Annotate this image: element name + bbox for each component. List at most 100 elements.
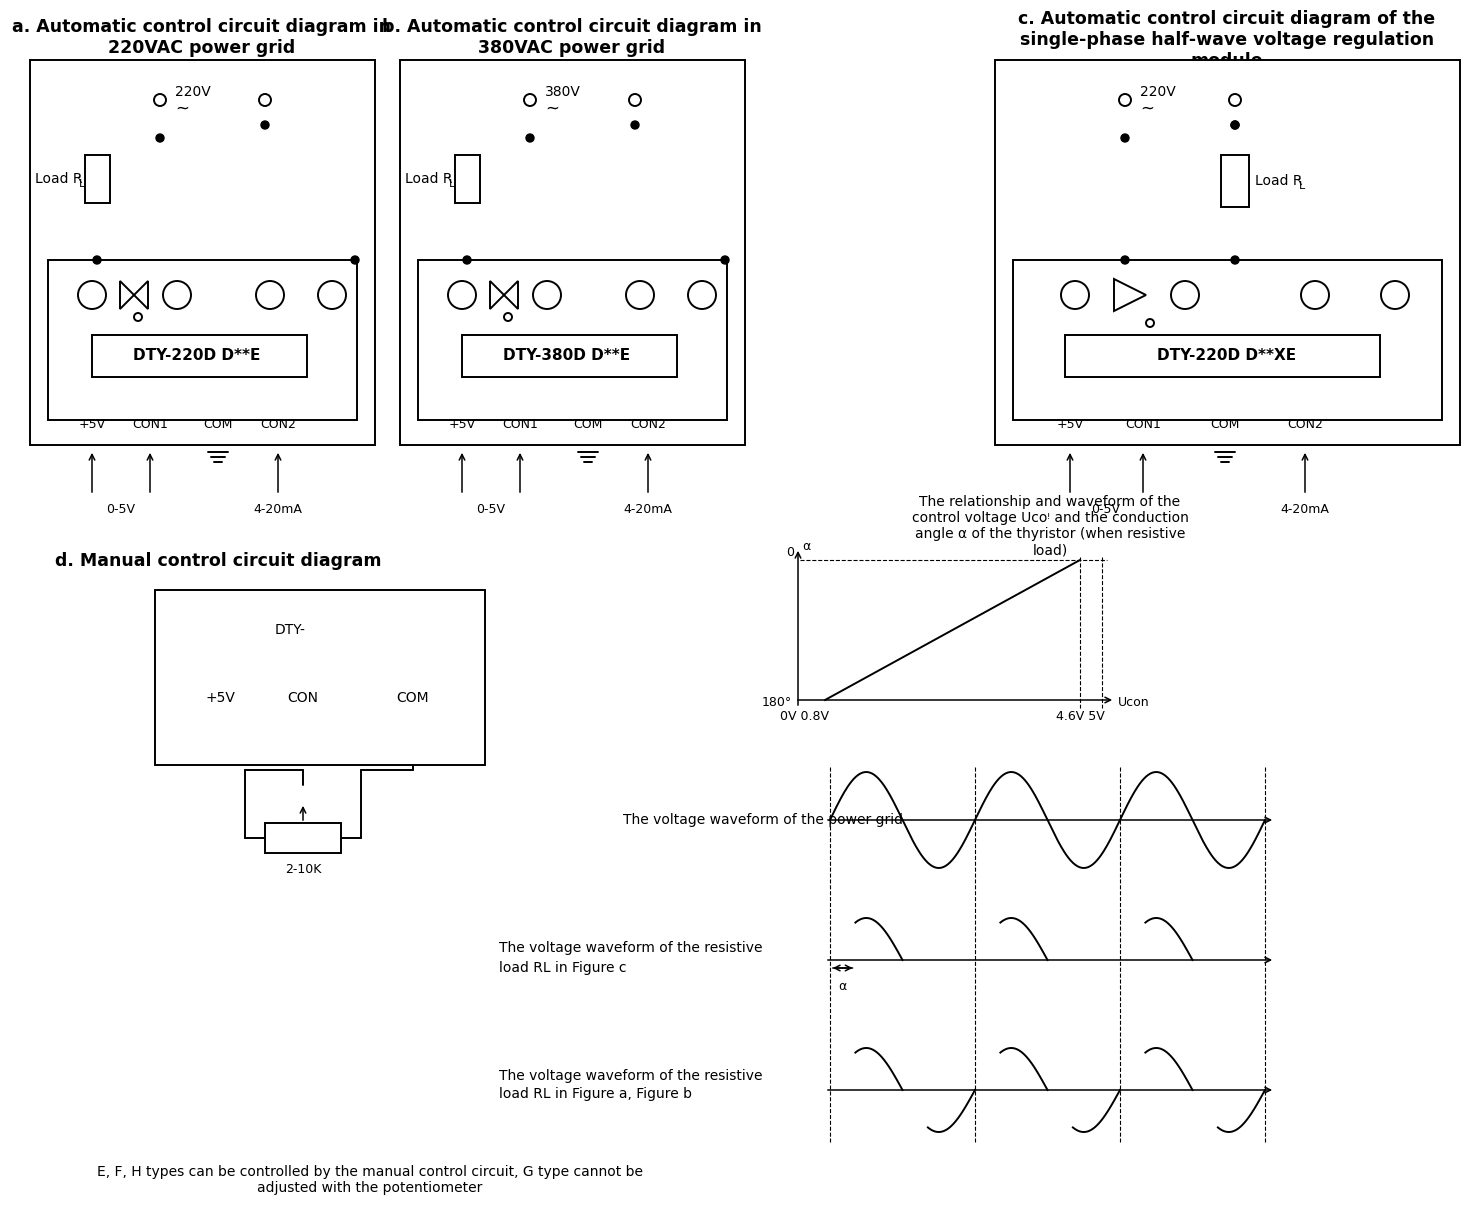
Circle shape [533, 280, 561, 310]
Circle shape [1060, 280, 1089, 310]
Bar [455, 155, 480, 203]
Circle shape [154, 94, 165, 106]
Circle shape [1230, 121, 1239, 129]
Text: CON2: CON2 [1286, 418, 1323, 432]
Circle shape [1229, 94, 1241, 106]
Text: 0-5V: 0-5V [1092, 503, 1121, 516]
Text: 0: 0 [786, 545, 795, 559]
Circle shape [1230, 256, 1239, 264]
Text: L: L [78, 179, 86, 189]
Circle shape [721, 256, 730, 264]
Circle shape [1146, 319, 1154, 326]
Text: 4.6V 5V: 4.6V 5V [1056, 710, 1105, 723]
Circle shape [1301, 280, 1329, 310]
Text: 220V: 220V [1140, 85, 1176, 99]
Text: 3: 3 [635, 288, 644, 302]
Text: L: L [1298, 181, 1306, 191]
Circle shape [134, 313, 142, 322]
Text: 0V 0.8V: 0V 0.8V [780, 710, 830, 723]
Circle shape [448, 280, 476, 310]
Text: CON1: CON1 [502, 418, 538, 432]
Text: 2: 2 [173, 288, 182, 302]
Text: COM: COM [397, 692, 430, 705]
Circle shape [504, 313, 513, 322]
Text: c. Automatic control circuit diagram of the
single-phase half-wave voltage regul: c. Automatic control circuit diagram of … [1019, 10, 1436, 70]
Text: 3: 3 [266, 288, 275, 302]
Text: 220V: 220V [174, 85, 211, 99]
Bar [1221, 155, 1250, 207]
Circle shape [162, 280, 191, 310]
Text: CON1: CON1 [1125, 418, 1161, 432]
Text: d. Manual control circuit diagram: d. Manual control circuit diagram [55, 553, 381, 569]
Text: 4-20mA: 4-20mA [254, 503, 303, 516]
Bar [400, 60, 744, 445]
Text: +5V: +5V [449, 418, 476, 432]
Text: Load R: Load R [35, 172, 83, 186]
Circle shape [352, 256, 359, 264]
Circle shape [93, 256, 100, 264]
Bar [92, 335, 307, 377]
Text: load RL in Figure a, Figure b: load RL in Figure a, Figure b [499, 1087, 693, 1101]
Circle shape [626, 280, 654, 310]
Text: 1: 1 [458, 288, 467, 302]
Circle shape [157, 134, 164, 141]
Text: 4-20mA: 4-20mA [623, 503, 672, 516]
Bar [86, 155, 109, 203]
Text: L: L [449, 179, 455, 189]
Text: α: α [839, 980, 846, 993]
Text: CON2: CON2 [260, 418, 295, 432]
Text: CON: CON [288, 692, 319, 705]
Text: The voltage waveform of the resistive: The voltage waveform of the resistive [499, 1069, 762, 1083]
Bar [1065, 335, 1380, 377]
Circle shape [629, 94, 641, 106]
Text: CON2: CON2 [631, 418, 666, 432]
Circle shape [1171, 280, 1199, 310]
Text: Ucon: Ucon [1118, 696, 1149, 710]
Circle shape [1230, 121, 1239, 129]
Text: +5V: +5V [205, 692, 235, 705]
Circle shape [256, 280, 284, 310]
Text: 3: 3 [1310, 288, 1319, 302]
Circle shape [1121, 134, 1128, 141]
Text: +5V: +5V [1056, 418, 1084, 432]
Text: COM: COM [573, 418, 603, 432]
Bar [47, 260, 357, 420]
Text: 4: 4 [697, 288, 706, 302]
Text: 0-5V: 0-5V [106, 503, 136, 516]
Text: 4: 4 [1391, 288, 1399, 302]
Circle shape [524, 94, 536, 106]
Text: DTY-220D D**E: DTY-220D D**E [133, 348, 260, 364]
Text: 0-5V: 0-5V [477, 503, 505, 516]
Text: COM: COM [204, 418, 233, 432]
Text: 1: 1 [1071, 288, 1080, 302]
Circle shape [258, 94, 270, 106]
Text: load RL in Figure c: load RL in Figure c [499, 961, 626, 974]
Text: 380V: 380V [545, 85, 580, 99]
Text: COM: COM [1210, 418, 1239, 432]
Text: Load R: Load R [405, 172, 452, 186]
Circle shape [526, 134, 535, 141]
Circle shape [1381, 280, 1409, 310]
Text: The voltage waveform of the resistive: The voltage waveform of the resistive [499, 941, 762, 955]
Text: b. Automatic control circuit diagram in
380VAC power grid: b. Automatic control circuit diagram in … [383, 18, 762, 57]
Text: +5V: +5V [78, 418, 105, 432]
Text: ~: ~ [1140, 100, 1154, 118]
Text: DTY-380D D**E: DTY-380D D**E [504, 348, 631, 364]
Text: The voltage waveform of the power grid: The voltage waveform of the power grid [623, 812, 902, 827]
Bar [1013, 260, 1442, 420]
Text: 2: 2 [542, 288, 551, 302]
Text: α: α [802, 539, 811, 553]
Text: 4-20mA: 4-20mA [1281, 503, 1329, 516]
Text: 2-10K: 2-10K [285, 863, 321, 877]
Bar [155, 590, 484, 765]
Circle shape [318, 280, 346, 310]
Circle shape [688, 280, 716, 310]
Circle shape [462, 256, 471, 264]
Text: 4: 4 [328, 288, 337, 302]
Text: 180°: 180° [762, 695, 792, 708]
Text: Load R: Load R [1255, 174, 1303, 189]
Circle shape [631, 121, 640, 129]
Text: ~: ~ [174, 100, 189, 118]
Bar [462, 335, 676, 377]
Bar [995, 60, 1459, 445]
